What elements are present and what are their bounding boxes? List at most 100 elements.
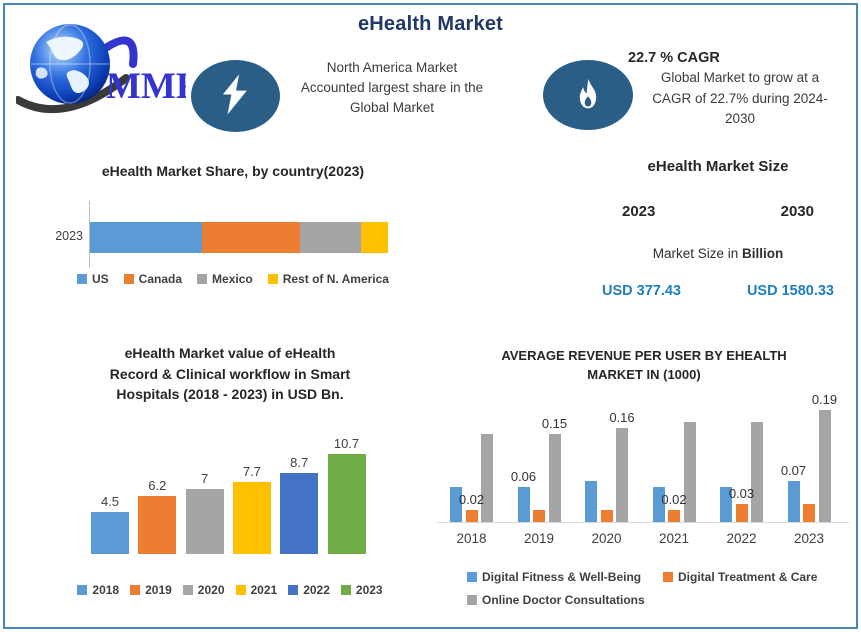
legend-item-us: US bbox=[77, 272, 109, 286]
legend-swatch-2021 bbox=[235, 585, 246, 595]
data-label-2022-digital-treatment-care: 0.03 bbox=[728, 486, 755, 502]
globe-icon: MMR bbox=[14, 24, 204, 114]
bar-2023-online-doctor-consultations bbox=[818, 409, 831, 522]
legend-swatch-2020 bbox=[182, 585, 193, 595]
cagr-highlight: 22.7 % CAGR Global Market to grow at a C… bbox=[620, 50, 860, 130]
na-line-1: North America Market bbox=[326, 60, 458, 75]
smart-hospitals-plot: 4.5 6.2 7 7.7 8.7 10.7 bbox=[30, 340, 430, 616]
bar-2019-online-doctor-consultations bbox=[548, 433, 561, 522]
cagr-body: Global Market to grow at a CAGR of 22.7%… bbox=[620, 68, 860, 130]
title-line-3: Hospitals (2018 - 2023) in USD Bn. bbox=[116, 386, 344, 402]
bar-2019-digital-fitness-well-being bbox=[517, 486, 530, 522]
page-title: eHealth Market bbox=[357, 13, 504, 35]
bar-segment-mexico bbox=[300, 222, 362, 253]
legend-item-2022: 2022 bbox=[288, 583, 330, 597]
legend-item-rest-of-n-america: Rest of N. America bbox=[267, 272, 389, 286]
bar-2019 bbox=[138, 496, 177, 554]
bar-2018 bbox=[91, 512, 129, 554]
legend-swatch-digital-treatment-care bbox=[663, 572, 673, 582]
legend-item-digital-treatment-care: Digital Treatment & Care bbox=[663, 570, 817, 584]
x-tick-2018: 2018 bbox=[456, 531, 487, 546]
flame-icon bbox=[579, 78, 597, 109]
legend-item-digital-fitness-well-being: Digital Fitness & Well-Being bbox=[467, 570, 641, 584]
legend-label-online-doctor-consultations: Online Doctor Consultations bbox=[482, 593, 645, 607]
legend-swatch-2018 bbox=[77, 585, 88, 595]
cagr-line-2: CAGR of 22.7% during 2024- bbox=[652, 90, 828, 106]
bar-2022 bbox=[280, 473, 319, 554]
legend-swatch-mexico bbox=[197, 274, 208, 284]
data-label-2019-online-doctor-consultations: 0.15 bbox=[541, 415, 568, 431]
y-axis-line bbox=[89, 201, 90, 268]
market-share-legend: US Canada Mexico Rest of N. America bbox=[23, 272, 443, 286]
value-label-2023: 10.7 bbox=[333, 436, 360, 452]
market-share-plot: 2023 US Canada Mexico Rest of N. America bbox=[23, 155, 443, 297]
smart-hospitals-legend: 2018 2019 2020 2021 2022 2023 bbox=[30, 583, 430, 597]
data-label-2020-online-doctor-consultations: 0.16 bbox=[609, 409, 635, 425]
category-label: 2023 bbox=[55, 229, 83, 243]
market-share-chart-title: eHealth Market Share, by country(2023) bbox=[101, 163, 365, 179]
legend-swatch-2022 bbox=[288, 585, 299, 595]
legend-label-canada: Canada bbox=[138, 272, 183, 286]
legend-label-2020: 2020 bbox=[197, 583, 225, 597]
mmr-logo: MMR bbox=[14, 22, 204, 118]
bar-2022-digital-fitness-well-being bbox=[720, 486, 732, 522]
legend-item-2019: 2019 bbox=[130, 583, 172, 597]
legend-item-canada: Canada bbox=[123, 272, 183, 286]
value-label-2020: 7 bbox=[200, 470, 209, 486]
bar-2019-digital-treatment-care bbox=[533, 510, 545, 522]
arpu-plot: 2018 2019 2020 2021 2022 2023 0.02 0.06 0.15 0.16… bbox=[430, 342, 858, 628]
market-size-2023-value: USD 377.43 bbox=[602, 283, 681, 299]
title-line-1: eHealth Market value of eHealth bbox=[124, 345, 336, 361]
year-2023-label: 2023 bbox=[622, 203, 656, 220]
value-label-2022: 8.7 bbox=[290, 455, 309, 471]
legend-swatch-2019 bbox=[130, 585, 141, 595]
bar-2022-digital-treatment-care bbox=[735, 504, 748, 522]
legend-label-2022: 2022 bbox=[303, 583, 330, 597]
legend-label-mexico: Mexico bbox=[212, 272, 253, 286]
legend-label-2018: 2018 bbox=[92, 583, 120, 597]
legend-swatch-2023 bbox=[340, 585, 351, 595]
bar-segment-us bbox=[90, 222, 202, 253]
smart-hospitals-chart: eHealth Market value of eHealth Record & … bbox=[30, 340, 430, 616]
na-line-3: Global Market bbox=[349, 100, 435, 115]
title-line-2: Record & Clinical workflow in Smart bbox=[109, 365, 351, 382]
legend-item-online-doctor-consultations: Online Doctor Consultations bbox=[467, 593, 645, 607]
arpu-chart: AVERAGE REVENUE PER USER BY EHEALTH MARKE… bbox=[430, 342, 858, 628]
x-tick-2020: 2020 bbox=[591, 531, 622, 546]
legend-swatch-rest-of-n-america bbox=[267, 274, 278, 284]
unit-bold: Billion bbox=[742, 246, 784, 261]
legend-swatch-us bbox=[77, 274, 87, 284]
title-line-1: AVERAGE REVENUE PER USER BY EHEALTH bbox=[501, 348, 787, 363]
legend-label-digital-fitness-well-being: Digital Fitness & Well-Being bbox=[482, 570, 642, 584]
bar-2020-digital-treatment-care bbox=[600, 510, 613, 522]
smart-hospitals-chart-title: eHealth Market value of eHealth Record & … bbox=[30, 343, 430, 405]
cagr-line-1: Global Market to grow at a bbox=[660, 70, 820, 85]
north-america-highlight: North America Market Accounted largest s… bbox=[268, 58, 516, 118]
legend-item-2021: 2021 bbox=[235, 583, 277, 597]
lightning-badge bbox=[191, 60, 280, 132]
x-axis-line bbox=[437, 522, 849, 523]
logo-text: MMR bbox=[106, 66, 186, 107]
market-size-2030-value: USD 1580.33 bbox=[746, 283, 834, 299]
data-label-2019-digital-fitness-well-being: 0.06 bbox=[510, 468, 537, 484]
value-label-2018: 4.5 bbox=[100, 494, 120, 510]
legend-item-mexico: Mexico bbox=[197, 272, 253, 286]
bar-2021-online-doctor-consultations bbox=[683, 421, 696, 522]
year-2030-label: 2030 bbox=[780, 203, 814, 220]
value-label-2019: 6.2 bbox=[148, 478, 167, 494]
cagr-line-3: 2030 bbox=[724, 111, 756, 126]
bar-segment-canada bbox=[201, 222, 301, 253]
x-tick-2019: 2019 bbox=[523, 531, 555, 546]
bar-2018-digital-fitness-well-being bbox=[450, 486, 462, 522]
market-size-values: USD 377.43 USD 1580.33 bbox=[590, 283, 846, 299]
cagr-heading: 22.7 % CAGR bbox=[628, 50, 720, 66]
lightning-bolt-icon bbox=[222, 74, 247, 115]
stacked-bar-2023 bbox=[90, 222, 388, 253]
market-size-title: eHealth Market Size bbox=[647, 158, 789, 175]
flame-badge bbox=[543, 60, 633, 130]
legend-item-2018: 2018 bbox=[77, 583, 119, 597]
market-size-years: 2023 2030 bbox=[590, 203, 846, 220]
data-label-2023-digital-fitness-well-being: 0.07 bbox=[780, 462, 807, 478]
legend-swatch-digital-fitness-well-being bbox=[467, 572, 477, 582]
